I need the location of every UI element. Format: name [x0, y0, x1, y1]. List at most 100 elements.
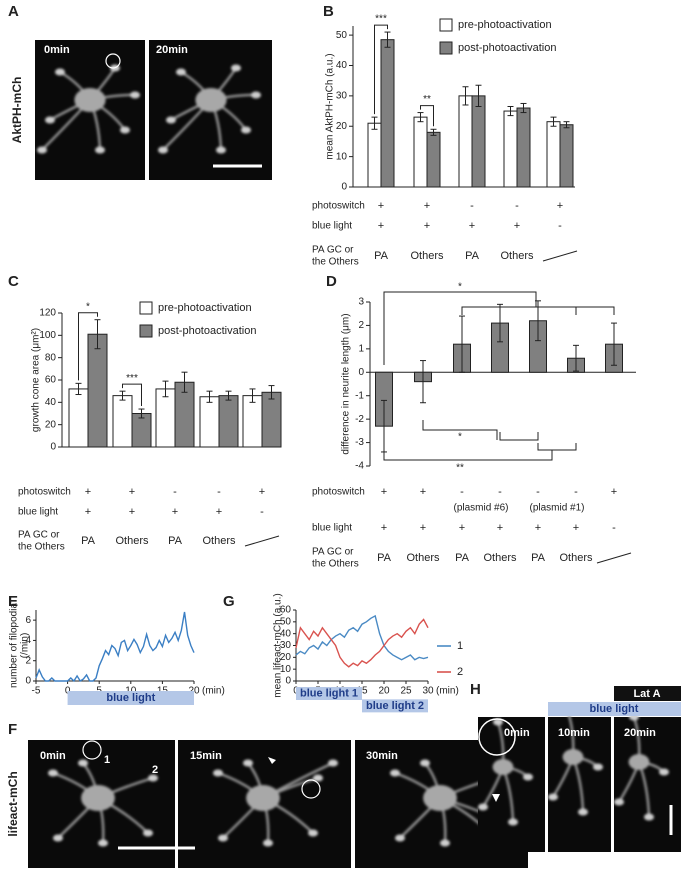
y-tick-label: 10 — [336, 151, 348, 162]
growth-cone — [55, 68, 65, 76]
significance: *** — [126, 373, 138, 384]
growth-cone — [263, 839, 273, 847]
bar — [155, 388, 176, 448]
drug-bar — [614, 686, 681, 701]
x-tick-label: 30 — [422, 686, 434, 697]
row-label: blue light — [312, 523, 352, 534]
error-bar — [162, 380, 169, 398]
y-tick-label: 10 — [280, 664, 292, 675]
panel-label: H — [470, 681, 481, 698]
growth-cone — [158, 146, 168, 154]
legend-swatch — [139, 301, 153, 315]
row-value: + — [129, 486, 135, 498]
bar — [68, 388, 89, 448]
y-tick-label: 20 — [280, 652, 292, 663]
row-label: PA GC or — [18, 530, 60, 541]
y-tick-label: 30 — [280, 640, 292, 651]
row-value: + — [573, 522, 579, 534]
frame-time: 30min — [366, 750, 398, 762]
y-tick-label: 6 — [25, 615, 31, 626]
roi-circle — [82, 740, 102, 760]
growth-cone — [176, 68, 186, 76]
row-label: lifeact-mCh — [6, 771, 20, 836]
arrowhead — [268, 757, 276, 764]
row-label: blue light — [18, 507, 58, 518]
growth-cone — [478, 803, 488, 811]
bar — [413, 116, 428, 188]
growth-cone — [578, 808, 588, 816]
error-bar — [94, 319, 101, 350]
row-label: photoswitch — [312, 487, 365, 498]
row-value: + — [172, 506, 178, 518]
y-tick-label: 2 — [25, 655, 31, 666]
row-label: the Others — [312, 257, 359, 268]
row-value: PA — [531, 552, 546, 564]
row-value: - — [470, 200, 474, 212]
error-bar — [563, 121, 570, 129]
bar — [131, 413, 152, 448]
y-axis-title: (/min) — [20, 633, 31, 659]
bracket — [374, 24, 388, 115]
significance: * — [86, 301, 90, 312]
error-bar — [249, 388, 256, 403]
error-bar — [430, 128, 437, 136]
row-value: Others — [406, 552, 440, 564]
y-tick-label: -2 — [355, 414, 364, 425]
y-tick-label: 3 — [358, 297, 364, 308]
error-bar — [611, 322, 617, 366]
growth-cone — [48, 769, 58, 777]
micrograph — [478, 717, 545, 852]
growth-cone — [98, 839, 108, 847]
y-axis-title: number of filopodia — [9, 603, 20, 688]
row-value: - — [460, 486, 464, 498]
growth-cone — [420, 759, 430, 767]
bar — [261, 391, 282, 448]
legend-label: 1 — [457, 640, 463, 652]
significance: * — [458, 282, 462, 293]
light-label: blue light — [590, 703, 639, 715]
error-bar — [417, 112, 424, 123]
bar — [242, 395, 263, 448]
growth-cone — [53, 834, 63, 842]
y-tick-label: 60 — [280, 605, 292, 616]
arrowhead — [492, 794, 500, 802]
row-value: + — [129, 506, 135, 518]
x-tick-label: 20 — [188, 686, 200, 697]
error-bar — [206, 390, 213, 403]
error-bar — [225, 390, 232, 401]
x-axis-title: (min) — [202, 686, 225, 697]
bar — [458, 95, 473, 188]
y-tick-label: 40 — [336, 60, 348, 71]
error-bar — [550, 116, 557, 127]
row-value: - — [260, 506, 264, 518]
soma — [81, 785, 115, 811]
error-bar — [573, 344, 579, 372]
row-label: the Others — [18, 542, 65, 553]
light-label: blue light — [106, 692, 155, 704]
y-tick-label: -1 — [355, 390, 364, 401]
significance: ** — [456, 463, 464, 474]
row-value: + — [424, 200, 430, 212]
row-value: + — [216, 506, 222, 518]
row-value: + — [420, 522, 426, 534]
row-value: + — [469, 220, 475, 232]
cell-image — [158, 64, 261, 154]
row-value: - — [612, 522, 616, 534]
cell-label: 2 — [152, 764, 158, 776]
legend-label: pre-photoactivation — [458, 19, 552, 31]
row-value: Others — [483, 552, 517, 564]
data-line — [295, 618, 429, 668]
light-span — [67, 691, 194, 705]
frame-time: 0min — [504, 727, 530, 739]
y-tick-label: 50 — [280, 616, 292, 627]
row-value: Others — [115, 535, 149, 547]
light-span — [296, 687, 362, 700]
y-tick-label: 40 — [280, 628, 292, 639]
panel-label: F — [8, 721, 17, 738]
significance: ** — [423, 94, 431, 105]
bracket — [461, 306, 615, 315]
row-value: PA — [465, 250, 480, 262]
y-tick-label: 2 — [358, 320, 364, 331]
